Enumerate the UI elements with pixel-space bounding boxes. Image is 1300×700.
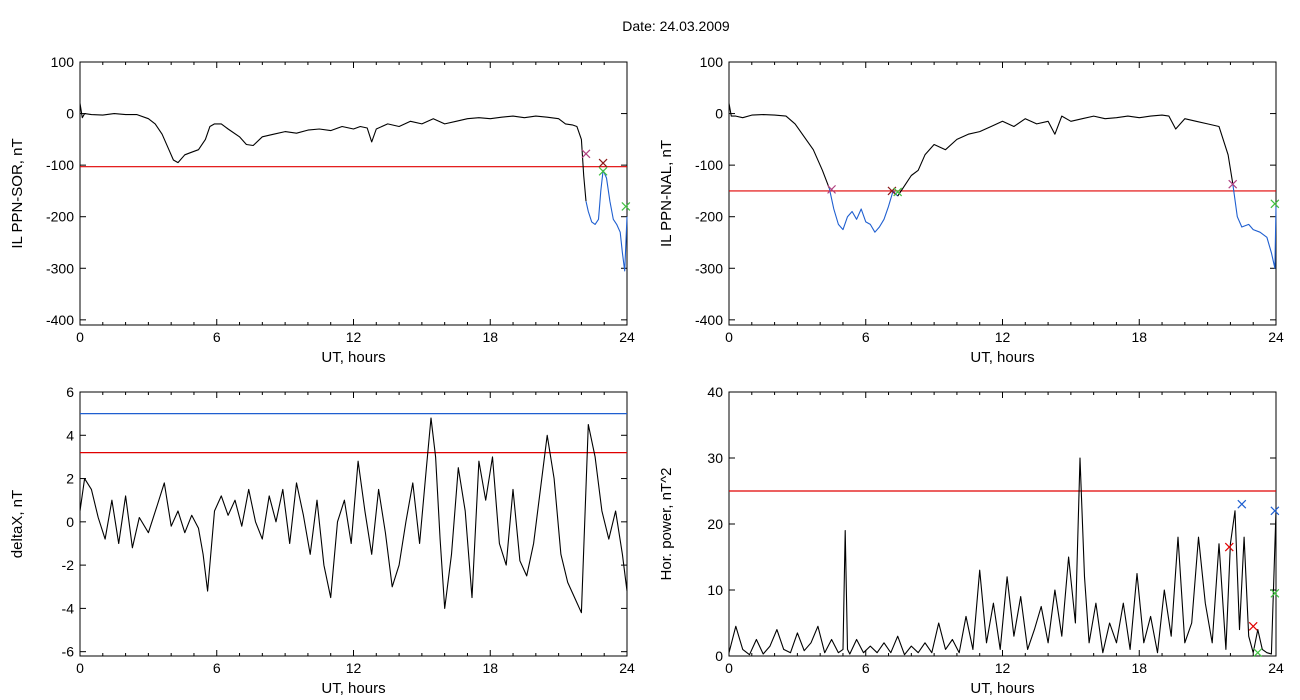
y-tick-label: 0 [715, 648, 723, 664]
y-tick-label: 6 [66, 384, 74, 400]
cross-stroke [893, 187, 903, 197]
y-tick-label: 100 [51, 54, 75, 70]
y-tick-label: 4 [66, 427, 74, 443]
x-axis-label: UT, hours [970, 680, 1034, 697]
x-tick-label: 24 [619, 660, 635, 676]
series-line-1 [79, 417, 628, 614]
y-tick-label: -200 [695, 209, 723, 225]
cross-stroke [621, 201, 631, 211]
x-tick-label: 6 [213, 660, 221, 676]
y-axis-label: IL PPN-SOR, nT [9, 138, 26, 248]
cross-stroke [1248, 621, 1258, 631]
cross-marker [621, 201, 631, 211]
series-line-1 [728, 103, 830, 189]
x-tick-label: 0 [76, 329, 84, 345]
plot-frame [728, 61, 1277, 326]
series-line-1 [728, 457, 1277, 656]
x-tick-label: 24 [1268, 660, 1284, 676]
x-tick-label: 18 [1131, 660, 1147, 676]
y-tick-label: 0 [66, 106, 74, 122]
chart-panel-4: 0 6 12 18 24 40 30 20 10 0 UT, hours Hor. power, nT… [658, 384, 1284, 697]
y-tick-label: -100 [695, 157, 723, 173]
x-tick-label: 12 [346, 329, 362, 345]
y-tick-label: -4 [62, 600, 75, 616]
cross-stroke [581, 149, 591, 159]
cross-marker [893, 187, 903, 197]
cross-stroke [1270, 199, 1280, 209]
series-line-2 [828, 188, 899, 233]
series-line-1 [79, 103, 587, 202]
chart-panel-3: 0 6 12 18 24 6 4 2 0 -2 -4 -6 UT, hours deltaX, nT [9, 384, 635, 697]
y-tick-label: -400 [46, 312, 74, 328]
x-tick-label: 24 [1268, 329, 1284, 345]
y-tick-label: -200 [46, 209, 74, 225]
cross-marker [1248, 621, 1258, 631]
cross-stroke [1270, 506, 1280, 516]
x-tick-label: 12 [995, 660, 1011, 676]
x-tick-label: 18 [1131, 329, 1147, 345]
cross-marker [1228, 179, 1238, 189]
series-line-3 [897, 114, 1234, 197]
x-tick-label: 18 [482, 329, 498, 345]
cross-marker [827, 184, 836, 194]
x-tick-label: 6 [213, 329, 221, 345]
y-axis-label: Hor. power, nT^2 [658, 468, 675, 581]
x-tick-label: 0 [725, 660, 733, 676]
y-tick-label: 0 [715, 106, 723, 122]
y-tick-label: 10 [707, 582, 723, 598]
cross-stroke [827, 184, 836, 194]
y-tick-label: -2 [62, 557, 75, 573]
cross-marker [598, 166, 608, 176]
x-tick-label: 0 [76, 660, 84, 676]
cross-stroke [1237, 499, 1247, 509]
x-tick-label: 6 [862, 329, 870, 345]
x-axis-label: UT, hours [970, 349, 1034, 366]
y-tick-label: 20 [707, 516, 723, 532]
chart-panel-2: 0 6 12 18 24 100 0 -100 -200 -300 -400 UT, hours IL … [658, 54, 1284, 366]
cross-marker [598, 158, 608, 168]
x-tick-label: 18 [482, 660, 498, 676]
chart-panel-1: 0 6 12 18 24 100 0 -100 -200 -300 -400 UT, hours IL … [9, 54, 635, 366]
series-line-2 [585, 169, 628, 272]
x-tick-label: 24 [619, 329, 635, 345]
y-tick-label: -300 [46, 260, 74, 276]
cross-stroke [1253, 648, 1263, 658]
cross-marker [1270, 506, 1280, 516]
cross-stroke [1224, 542, 1234, 552]
x-axis-label: UT, hours [321, 680, 385, 697]
plot-frame [79, 61, 628, 326]
y-tick-label: 100 [700, 54, 724, 70]
plot-frame [79, 391, 628, 657]
cross-stroke [598, 166, 608, 176]
y-tick-label: 40 [707, 384, 723, 400]
cross-marker [1237, 499, 1247, 509]
y-tick-label: -300 [695, 260, 723, 276]
plot-frame [728, 391, 1277, 657]
cross-marker [581, 149, 591, 159]
x-tick-label: 12 [995, 329, 1011, 345]
y-axis-label: IL PPN-NAL, nT [658, 140, 675, 247]
y-tick-label: 0 [66, 514, 74, 530]
x-axis-label: UT, hours [321, 349, 385, 366]
y-axis-label: deltaX, nT [9, 490, 26, 558]
y-tick-label: -400 [695, 312, 723, 328]
x-tick-label: 12 [346, 660, 362, 676]
y-tick-label: 30 [707, 450, 723, 466]
cross-marker [1253, 648, 1263, 658]
y-tick-label: -100 [46, 157, 74, 173]
cross-stroke [1228, 179, 1238, 189]
cross-stroke [598, 158, 608, 168]
series-line-4 [1232, 183, 1277, 269]
cross-marker [1224, 542, 1234, 552]
x-tick-label: 6 [862, 660, 870, 676]
y-tick-label: -6 [62, 644, 75, 660]
y-tick-label: 2 [66, 471, 74, 487]
cross-marker [1270, 588, 1280, 598]
page-title: Date: 24.03.2009 [622, 18, 730, 34]
cross-stroke [1270, 588, 1280, 598]
x-tick-label: 0 [725, 329, 733, 345]
cross-marker [1270, 199, 1280, 209]
